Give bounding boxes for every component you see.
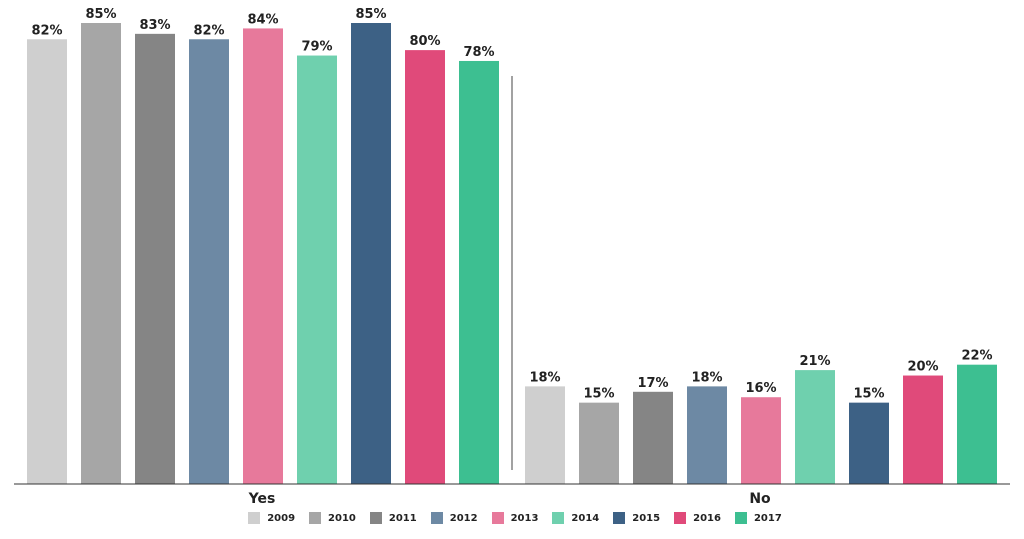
data-label-no-2017: 22% (961, 349, 992, 364)
bar-yes-2015 (351, 23, 391, 484)
bar-no-2014 (795, 370, 835, 484)
legend-item-2015: 2015 (613, 512, 660, 524)
data-label-yes-2012: 82% (193, 23, 224, 38)
legend-swatch (430, 512, 443, 524)
bar-no-2016 (903, 375, 943, 484)
data-label-yes-2015: 85% (355, 7, 386, 22)
bar-no-2009 (525, 386, 565, 484)
data-label-yes-2017: 78% (463, 45, 494, 60)
data-label-no-2016: 20% (907, 360, 938, 375)
x-tick-label-yes: Yes (248, 491, 276, 507)
data-label-no-2012: 18% (691, 370, 722, 385)
legend-item-2011: 2011 (369, 512, 417, 524)
legend-label: 2011 (388, 512, 417, 524)
legend-label: 2015 (632, 512, 661, 524)
legend-item-2010: 2010 (309, 512, 356, 524)
legend-item-2013: 2013 (491, 512, 539, 524)
data-label-no-2015: 15% (853, 387, 884, 402)
data-label-yes-2009: 82% (31, 23, 62, 38)
data-label-no-2011: 17% (637, 376, 668, 391)
bar-yes-2011 (135, 33, 175, 485)
legend: 2009 2010 2011 2012 2013 2014 2015 2016 2017 (0, 509, 1024, 527)
legend-item-2012: 2012 (430, 512, 478, 524)
legend-swatch (552, 512, 565, 524)
bar-no-2017 (957, 364, 997, 484)
bar-no-2015 (849, 402, 889, 484)
data-label-yes-2013: 84% (247, 12, 278, 27)
legend-swatch (734, 512, 747, 524)
legend-swatch (369, 512, 382, 524)
legend-label: 2013 (510, 512, 539, 524)
data-label-no-2010: 15% (583, 387, 614, 402)
bars-group: 82% 85% 83% 82% 84% 79% 85% 80% 78% 18% 15% 17% 18% 1… (27, 7, 997, 485)
bar-yes-2014 (297, 55, 337, 485)
legend-label: 2009 (267, 512, 296, 524)
bar-no-2013 (741, 397, 781, 484)
data-label-no-2013: 16% (745, 381, 776, 396)
bar-yes-2009 (27, 39, 67, 484)
legend-item-2009: 2009 (248, 512, 295, 524)
data-label-yes-2016: 80% (409, 34, 440, 49)
bar-yes-2012 (189, 39, 229, 484)
data-label-no-2014: 21% (799, 354, 830, 369)
bar-yes-2016 (405, 50, 445, 484)
bar-no-2011 (633, 391, 673, 484)
bar-yes-2017 (459, 60, 499, 484)
data-label-no-2009: 18% (529, 370, 560, 385)
legend-item-2017: 2017 (734, 512, 782, 524)
legend-swatch (248, 512, 261, 524)
legend-label: 2016 (693, 512, 721, 524)
legend-swatch (309, 512, 322, 524)
legend-label: 2014 (571, 512, 600, 524)
x-tick-label-no: No (749, 491, 771, 507)
legend-label: 2017 (753, 512, 782, 524)
legend-item-2014: 2014 (552, 512, 599, 524)
legend-label: 2010 (328, 512, 356, 524)
legend-swatch (491, 512, 504, 524)
legend-label: 2012 (449, 512, 478, 524)
data-label-yes-2014: 79% (301, 40, 332, 55)
legend-swatch (613, 512, 626, 524)
legend-item-2016: 2016 (674, 512, 721, 524)
bar-yes-2013 (243, 28, 283, 485)
legend-swatch (674, 512, 687, 524)
bar-no-2012 (687, 386, 727, 484)
data-label-yes-2010: 85% (85, 7, 116, 22)
data-label-yes-2011: 83% (139, 18, 170, 33)
bar-no-2010 (579, 402, 619, 484)
bar-yes-2010 (81, 23, 121, 484)
